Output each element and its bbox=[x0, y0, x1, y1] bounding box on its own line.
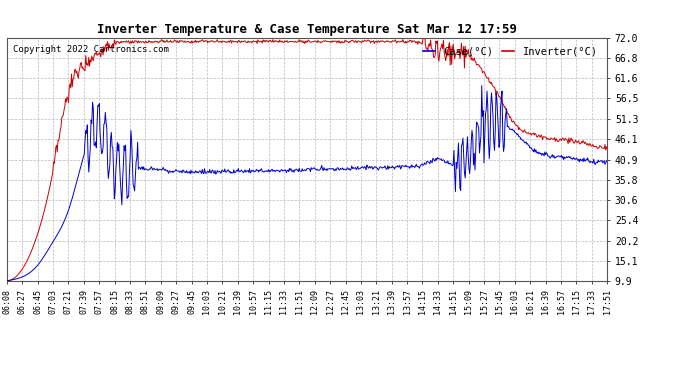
Legend: Case(°C), Inverter(°C): Case(°C), Inverter(°C) bbox=[419, 43, 602, 61]
Title: Inverter Temperature & Case Temperature Sat Mar 12 17:59: Inverter Temperature & Case Temperature … bbox=[97, 23, 517, 36]
Text: Copyright 2022 Cartronics.com: Copyright 2022 Cartronics.com bbox=[13, 45, 169, 54]
